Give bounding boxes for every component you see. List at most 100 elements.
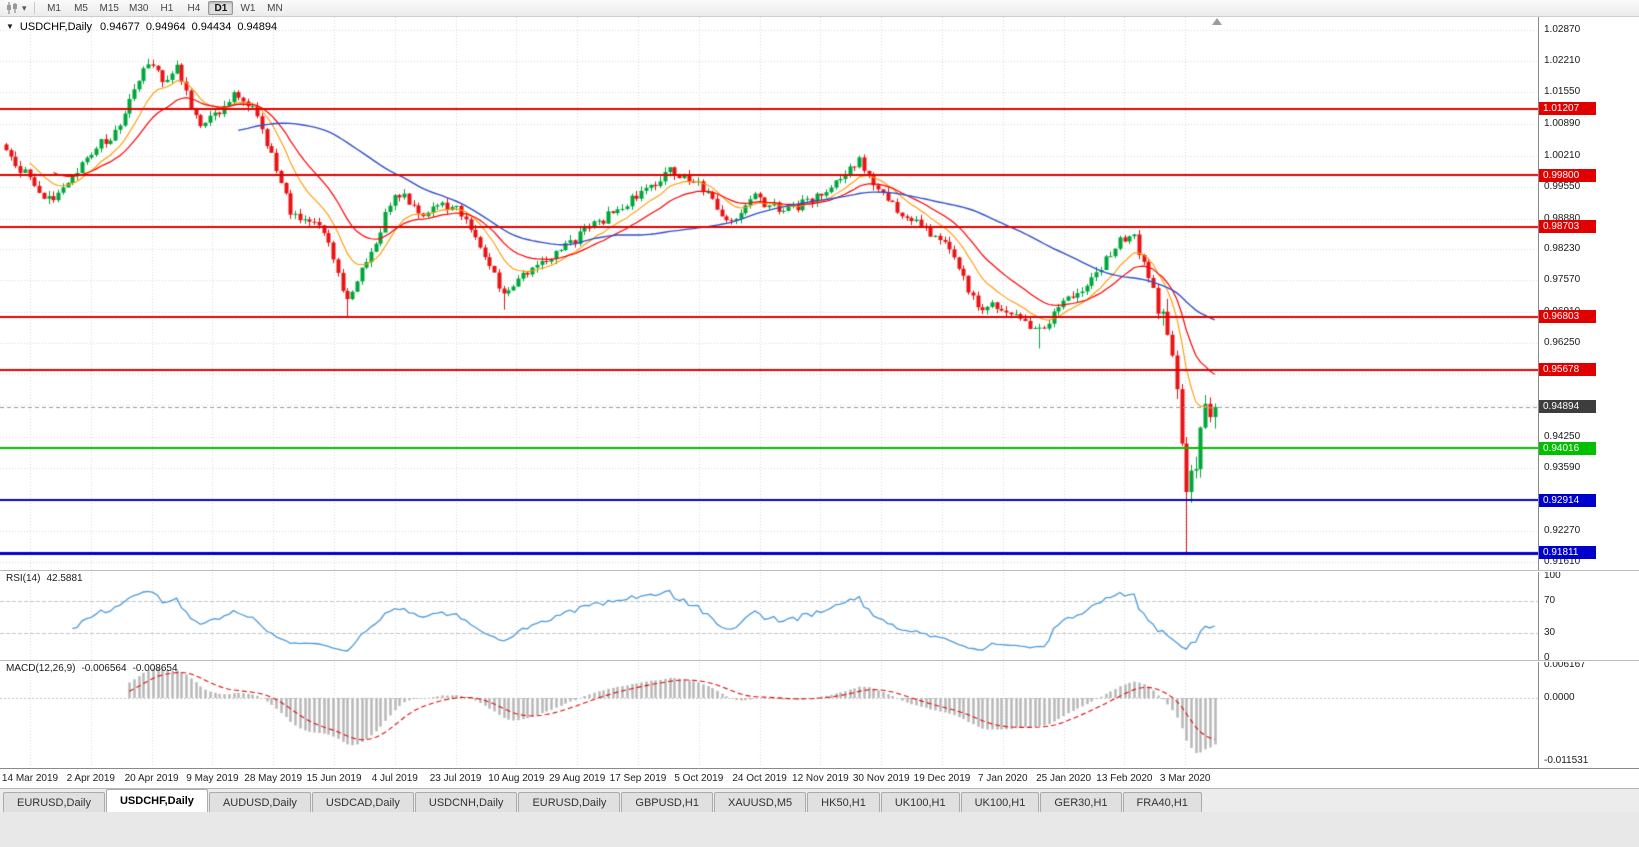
- price-axis-tick: 0.96250: [1544, 336, 1581, 348]
- price-axis-tick: 1.01550: [1544, 86, 1581, 98]
- price-axis-tick: 0.97570: [1544, 274, 1581, 286]
- chart-type-icon[interactable]: [5, 2, 19, 15]
- date-axis-tick: 12 Nov 2019: [792, 773, 849, 784]
- dropdown-caret-icon[interactable]: ▾: [22, 2, 27, 13]
- high-value: 0.94964: [145, 21, 186, 33]
- timeframe-button-group: M1 M5 M15 M30 H1 H4 D1 W1 MN: [42, 1, 288, 15]
- rsi-panel-divider[interactable]: [0, 570, 1639, 572]
- date-axis-tick: 19 Dec 2019: [913, 773, 971, 784]
- macd-axis-tick: 0.006167: [1544, 658, 1586, 670]
- price-axis-tick: 0.91610: [1544, 556, 1581, 567]
- timeframe-button-m5[interactable]: M5: [74, 2, 88, 14]
- current-price-badge: 0.94894: [1539, 400, 1596, 414]
- chart-tab-usdcnh-daily[interactable]: USDCNH,Daily: [414, 792, 518, 812]
- date-axis-tick: 13 Feb 2020: [1096, 773, 1153, 784]
- price-axis-tick: 0.94250: [1544, 431, 1581, 443]
- macd-panel-divider[interactable]: [0, 660, 1639, 662]
- symbol-label: USDCHF,Daily: [19, 21, 93, 33]
- date-axis-tick: 30 Nov 2019: [852, 773, 910, 784]
- chart-tab-usdcad-daily[interactable]: USDCAD,Daily: [311, 792, 414, 812]
- chart-tab-fra40-h1[interactable]: FRA40,H1: [1122, 792, 1202, 812]
- rsi-name: RSI(14): [6, 573, 41, 584]
- chart-tab-eurusd-daily[interactable]: EURUSD,Daily: [518, 792, 621, 812]
- chart-tab-gbpusd-h1[interactable]: GBPUSD,H1: [621, 792, 713, 812]
- chart-tab-audusd-daily[interactable]: AUDUSD,Daily: [208, 792, 311, 812]
- date-axis-tick: 23 Jul 2019: [429, 773, 482, 784]
- toolbar-separator: [33, 2, 35, 14]
- collapse-icon[interactable]: ▼: [6, 22, 14, 31]
- rsi-axis-tick: 30: [1544, 627, 1556, 639]
- open-value: 0.94677: [100, 21, 140, 33]
- date-axis-tick: 20 Apr 2019: [124, 773, 179, 784]
- timeframe-button-w1[interactable]: W1: [240, 2, 256, 14]
- timeframe-button-m30[interactable]: M30: [128, 2, 149, 14]
- axis-separator-line: [1538, 17, 1539, 768]
- date-axis-tick: 17 Sep 2019: [609, 773, 667, 784]
- price-level-badge: 0.99800: [1539, 168, 1596, 182]
- macd-indicator-label: MACD(12,26,9) -0.006564 -0.008654: [6, 663, 178, 674]
- macd-name: MACD(12,26,9): [6, 663, 76, 674]
- price-axis[interactable]: [1538, 17, 1639, 768]
- chart-tab-ger30-h1[interactable]: GER30,H1: [1040, 792, 1122, 812]
- timeframe-button-h1[interactable]: H1: [160, 2, 174, 14]
- chart-tab-xauusd-m5[interactable]: XAUUSD,M5: [713, 792, 807, 812]
- timeframe-button-m15[interactable]: M15: [99, 2, 119, 14]
- chart-tab-usdchf-daily[interactable]: USDCHF,Daily: [105, 789, 208, 812]
- rsi-indicator-label: RSI(14) 42.5881: [6, 573, 83, 584]
- price-level-badge: 0.94016: [1539, 441, 1596, 455]
- timeframe-button-m1[interactable]: M1: [47, 2, 61, 14]
- price-axis-tick: 0.93590: [1544, 462, 1581, 474]
- rsi-axis-tick: 100: [1544, 570, 1561, 581]
- date-axis-tick: 14 Mar 2019: [1, 773, 59, 784]
- price-level-badge: 0.92914: [1539, 493, 1596, 507]
- price-level-badge: 0.95678: [1539, 363, 1596, 377]
- date-axis-tick: 15 Jun 2019: [306, 773, 362, 784]
- toolbar: ▾ M1 M5 M15 M30 H1 H4 D1 W1 MN: [0, 0, 1639, 17]
- date-axis-tick: 9 May 2019: [186, 773, 239, 784]
- date-axis-tick: 5 Oct 2019: [674, 773, 724, 784]
- chart-tab-bar: EURUSD,Daily USDCHF,Daily AUDUSD,Daily USDC…: [0, 788, 1639, 812]
- macd-axis-tick: 0.0000: [1544, 692, 1575, 703]
- timeframe-button-d1[interactable]: D1: [208, 1, 234, 15]
- date-axis-tick: 3 Mar 2020: [1159, 773, 1211, 784]
- chart-tab-eurusd-daily[interactable]: EURUSD,Daily: [3, 792, 105, 812]
- date-axis-tick: 24 Oct 2019: [732, 773, 787, 784]
- date-axis-tick: 25 Jan 2020: [1036, 773, 1092, 784]
- chart-tab-uk100-h1[interactable]: UK100,H1: [880, 792, 960, 812]
- date-axis-tick: 28 May 2019: [244, 773, 303, 784]
- price-axis-tick: 1.02210: [1544, 55, 1581, 67]
- price-axis-tick: 0.98880: [1544, 212, 1581, 224]
- macd-signal-value: -0.008654: [132, 663, 178, 674]
- price-level-badge: 0.91811: [1539, 546, 1596, 560]
- chart-tab-hk50-h1[interactable]: HK50,H1: [807, 792, 880, 812]
- chart-title: ▼ USDCHF,Daily 0.94677 0.94964 0.94434 0…: [6, 21, 277, 33]
- price-axis-tick: 0.98230: [1544, 243, 1581, 255]
- window-bottom-strip: [0, 812, 1639, 847]
- price-axis-tick: 1.02870: [1544, 23, 1581, 35]
- close-value: 0.94894: [237, 21, 278, 33]
- chart-tab-uk100-h1[interactable]: UK100,H1: [960, 792, 1040, 812]
- price-chart-canvas[interactable]: [0, 17, 1639, 768]
- date-axis[interactable]: 14 Mar 2019 2 Apr 2019 20 Apr 2019 9 May 20…: [0, 768, 1639, 788]
- low-value: 0.94434: [191, 21, 232, 33]
- price-level-badge: 0.96803: [1539, 310, 1596, 324]
- date-axis-tick: 29 Aug 2019: [549, 773, 606, 784]
- rsi-axis-tick: 70: [1544, 594, 1556, 606]
- date-axis-tick: 7 Jan 2020: [978, 773, 1028, 784]
- date-axis-tick: 4 Jul 2019: [371, 773, 418, 784]
- timeframe-button-h4[interactable]: H4: [187, 2, 201, 14]
- macd-axis-tick: -0.011531: [1544, 754, 1589, 766]
- price-axis-tick: 0.99550: [1544, 180, 1581, 192]
- date-axis-tick: 2 Apr 2019: [66, 773, 115, 784]
- timeframe-button-mn[interactable]: MN: [267, 2, 283, 14]
- price-level-badge: 1.01207: [1539, 102, 1596, 116]
- rsi-axis-tick: 0: [1544, 652, 1550, 663]
- price-level-badge: 0.98703: [1539, 220, 1596, 234]
- chart-shift-marker[interactable]: [1212, 18, 1222, 25]
- macd-main-value: -0.006564: [81, 663, 127, 674]
- chart-area: ▼ USDCHF,Daily 0.94677 0.94964 0.94434 0…: [0, 17, 1639, 768]
- price-axis-tick: 1.00890: [1544, 117, 1581, 129]
- date-axis-tick: 10 Aug 2019: [488, 773, 545, 784]
- rsi-value: 42.5881: [46, 573, 83, 584]
